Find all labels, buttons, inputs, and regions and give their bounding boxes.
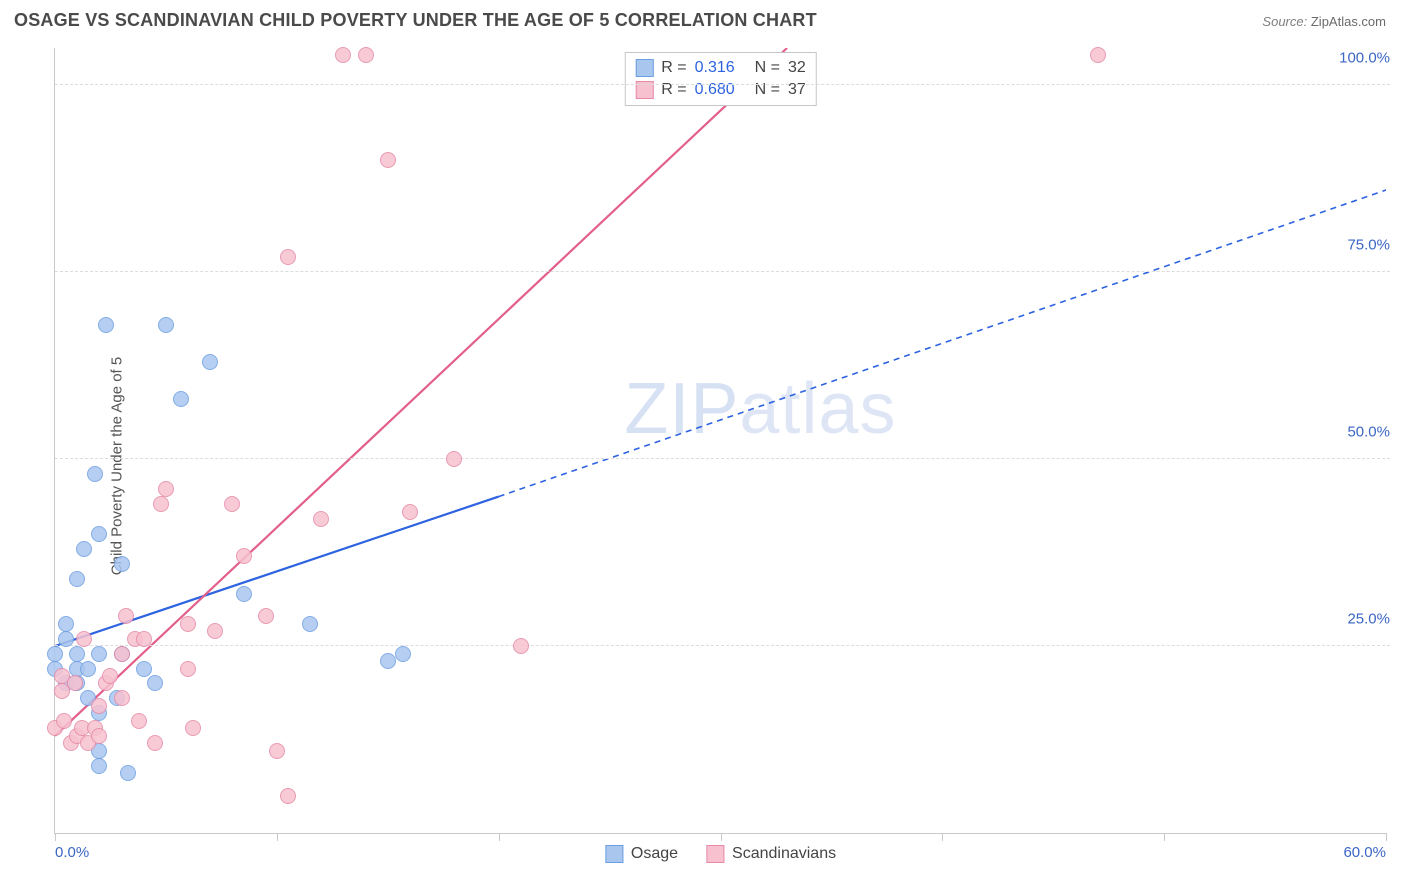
data-point	[207, 623, 223, 639]
legend-swatch-scandinavian-b	[706, 845, 724, 863]
data-point	[180, 661, 196, 677]
data-point	[67, 675, 83, 691]
plot-region: ZIPatlas R = 0.316 N = 32 R = 0.680 N = …	[54, 48, 1386, 834]
legend-row-scandinavian: R = 0.680 N = 37	[635, 79, 805, 101]
source-label: Source:	[1262, 14, 1307, 29]
series-legend: Osage Scandinavians	[605, 845, 836, 863]
source-value: ZipAtlas.com	[1311, 14, 1386, 29]
data-point	[513, 638, 529, 654]
data-point	[47, 646, 63, 662]
x-tick	[277, 833, 278, 841]
data-point	[76, 541, 92, 557]
legend-item-osage: Osage	[605, 845, 678, 863]
data-point	[280, 249, 296, 265]
gridline-h	[55, 645, 1390, 646]
legend-r-osage: 0.316	[695, 59, 747, 77]
data-point	[236, 586, 252, 602]
y-tick-label: 100.0%	[1339, 30, 1390, 67]
x-tick	[499, 833, 500, 841]
data-point	[280, 788, 296, 804]
gridline-h	[55, 458, 1390, 459]
data-point	[102, 668, 118, 684]
correlation-legend: R = 0.316 N = 32 R = 0.680 N = 37	[624, 52, 816, 106]
data-point	[269, 743, 285, 759]
data-point	[446, 451, 462, 467]
data-point	[114, 556, 130, 572]
chart-header: OSAGE VS SCANDINAVIAN CHILD POVERTY UNDE…	[0, 0, 1406, 37]
legend-swatch-osage-b	[605, 845, 623, 863]
data-point	[76, 631, 92, 647]
y-tick-label: 25.0%	[1347, 591, 1390, 628]
data-point	[358, 47, 374, 63]
data-point	[202, 354, 218, 370]
data-point	[380, 653, 396, 669]
x-tick-label-first: 0.0%	[55, 844, 89, 861]
data-point	[120, 765, 136, 781]
legend-r-label: R =	[661, 59, 686, 77]
x-tick	[55, 833, 56, 841]
data-point	[147, 675, 163, 691]
legend-n-osage: 32	[788, 59, 806, 77]
data-point	[313, 511, 329, 527]
data-point	[69, 646, 85, 662]
data-point	[136, 631, 152, 647]
data-point	[236, 548, 252, 564]
legend-label-scandinavian: Scandinavians	[732, 845, 836, 863]
data-point	[147, 735, 163, 751]
data-point	[118, 608, 134, 624]
data-point	[56, 713, 72, 729]
data-point	[69, 571, 85, 587]
y-tick-label: 75.0%	[1347, 217, 1390, 254]
watermark-thin: atlas	[739, 369, 896, 449]
watermark: ZIPatlas	[624, 368, 896, 450]
legend-n-label: N =	[755, 59, 780, 77]
data-point	[153, 496, 169, 512]
data-point	[91, 698, 107, 714]
watermark-bold: ZIP	[624, 369, 739, 449]
x-tick	[942, 833, 943, 841]
data-point	[395, 646, 411, 662]
data-point	[58, 616, 74, 632]
trend-lines	[55, 48, 1386, 833]
data-point	[136, 661, 152, 677]
data-point	[224, 496, 240, 512]
y-tick-label: 50.0%	[1347, 404, 1390, 441]
data-point	[98, 317, 114, 333]
chart-title: OSAGE VS SCANDINAVIAN CHILD POVERTY UNDE…	[14, 10, 817, 31]
data-point	[302, 616, 318, 632]
data-point	[114, 690, 130, 706]
data-point	[91, 758, 107, 774]
data-point	[58, 631, 74, 647]
data-point	[87, 466, 103, 482]
data-point	[91, 728, 107, 744]
data-point	[91, 526, 107, 542]
legend-item-scandinavian: Scandinavians	[706, 845, 836, 863]
data-point	[185, 720, 201, 736]
data-point	[131, 713, 147, 729]
data-point	[158, 481, 174, 497]
legend-row-osage: R = 0.316 N = 32	[635, 57, 805, 79]
data-point	[173, 391, 189, 407]
x-tick	[721, 833, 722, 841]
chart-source: Source: ZipAtlas.com	[1262, 14, 1386, 29]
x-tick	[1386, 833, 1387, 841]
data-point	[380, 152, 396, 168]
gridline-h	[55, 271, 1390, 272]
legend-swatch-osage	[635, 59, 653, 77]
legend-label-osage: Osage	[631, 845, 678, 863]
chart-area: Child Poverty Under the Age of 5 ZIPatla…	[0, 40, 1406, 892]
x-tick	[1164, 833, 1165, 841]
data-point	[158, 317, 174, 333]
gridline-h	[55, 84, 1390, 85]
data-point	[1090, 47, 1106, 63]
x-tick-label-last: 60.0%	[1343, 844, 1386, 861]
data-point	[335, 47, 351, 63]
data-point	[258, 608, 274, 624]
data-point	[114, 646, 130, 662]
data-point	[91, 646, 107, 662]
data-point	[180, 616, 196, 632]
data-point	[80, 661, 96, 677]
data-point	[402, 504, 418, 520]
